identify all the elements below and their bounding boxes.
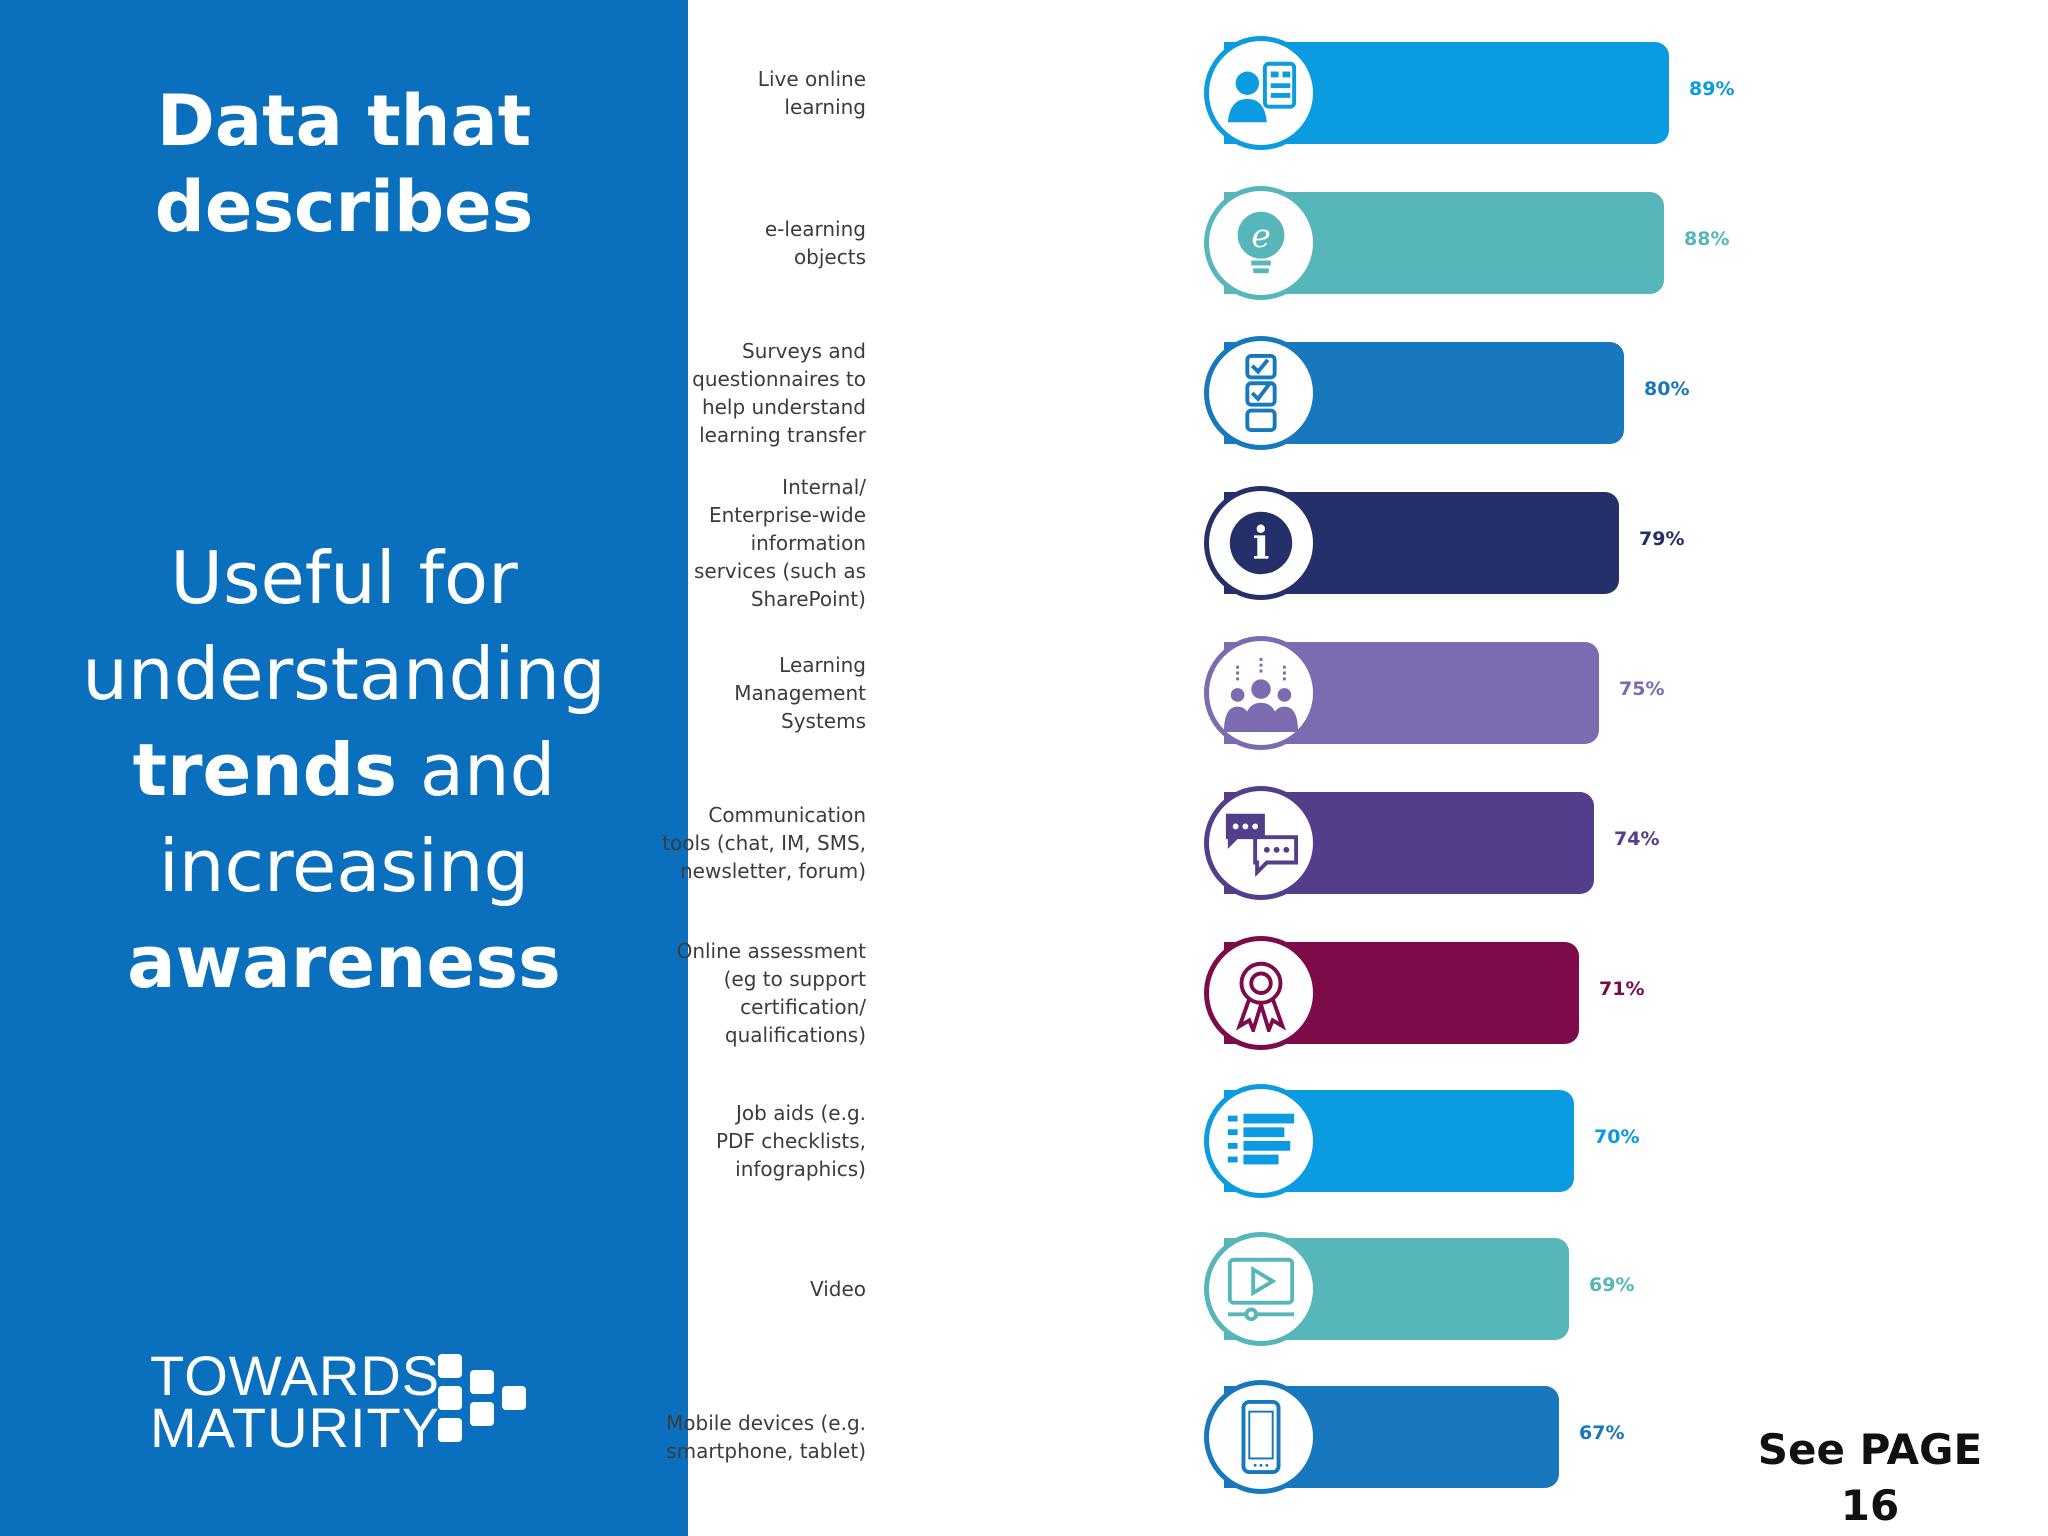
panel-heading: Data that describes — [0, 78, 688, 250]
award-rosette-icon — [1204, 936, 1318, 1050]
panel-body-line: trends and — [0, 722, 688, 818]
emphasis-text: trends — [132, 728, 398, 812]
brand-wordmark: TOWARDS MATURITY — [150, 1344, 441, 1459]
value-label: 80% — [1644, 378, 1690, 400]
bar-row: Online assessment (eg to support certifi… — [677, 936, 2048, 1050]
category-label: Communication tools (chat, IM, SMS, news… — [662, 803, 866, 883]
video-play-icon — [1204, 1232, 1318, 1346]
page-reference: See PAGE 16 — [1740, 1422, 2000, 1534]
value-label: 69% — [1589, 1274, 1635, 1296]
panel-body-line: understanding — [82, 632, 606, 716]
people-group-icon — [1204, 636, 1318, 750]
panel-body-text: Useful for understanding trends and incr… — [0, 530, 688, 1010]
bar-row: Communication tools (chat, IM, SMS, news… — [662, 786, 2048, 900]
category-label: Live online learning — [757, 67, 866, 119]
category-label: Surveys and questionnaires to help under… — [692, 339, 866, 447]
bar-row: e-learning objects e 88% — [688, 186, 2048, 300]
panel-heading-line: describes — [154, 166, 534, 248]
brand-line: MATURITY — [150, 1396, 441, 1459]
e-learning-bulb-icon: e — [1204, 186, 1318, 300]
mobile-phone-icon — [1204, 1380, 1318, 1494]
panel-body-line: awareness — [127, 920, 561, 1004]
left-panel: Data that describes Useful for understan… — [0, 0, 688, 1536]
value-label: 88% — [1684, 228, 1730, 250]
bar-row: Learning Management Systems 75% — [688, 636, 2048, 750]
value-label: 67% — [1579, 1422, 1625, 1444]
value-label: 74% — [1614, 828, 1660, 850]
page-reference-line: See PAGE — [1757, 1425, 1983, 1474]
category-label: Online assessment (eg to support certifi… — [676, 939, 866, 1047]
job-aid-list-icon — [1204, 1084, 1318, 1198]
chat-bubbles-icon — [1204, 786, 1318, 900]
bar-row: Live online learning 89% — [688, 36, 2048, 150]
brand-logo: TOWARDS MATURITY — [150, 1344, 550, 1460]
brand-mark-icon — [438, 1354, 534, 1454]
category-label: Mobile devices (e.g. smartphone, tablet) — [666, 1411, 866, 1463]
checklist-icon — [1204, 336, 1318, 450]
bar-row: Job aids (e.g. PDF checklists, infograph… — [688, 1084, 2048, 1198]
category-label: Video — [809, 1277, 866, 1301]
info-icon: i — [1204, 486, 1318, 600]
bar-row: Mobile devices (e.g. smartphone, tablet)… — [666, 1380, 2048, 1494]
svg-text:i: i — [1252, 517, 1269, 570]
body-text: and — [397, 728, 556, 812]
panel-body-line: increasing — [158, 824, 530, 908]
category-label: Learning Management Systems — [734, 653, 866, 733]
value-label: 70% — [1594, 1126, 1640, 1148]
panel-body-line: Useful for — [170, 536, 518, 620]
live-online-learning-icon — [1204, 36, 1318, 150]
bar-row: Internal/ Enterprise-wide information se… — [688, 475, 2048, 611]
value-label: 75% — [1619, 678, 1665, 700]
bar-row: Video 69% — [688, 1232, 2048, 1346]
value-label: 89% — [1689, 78, 1735, 100]
value-label: 71% — [1599, 978, 1645, 1000]
value-label: 79% — [1639, 528, 1685, 550]
panel-heading-line: Data that — [156, 80, 532, 162]
bar-row: Surveys and questionnaires to help under… — [688, 336, 2048, 450]
svg-text:e: e — [1251, 216, 1271, 255]
bar-chart: Live online learning 89% e-learning object… — [662, 0, 2048, 1536]
category-label: Job aids (e.g. PDF checklists, infograph… — [715, 1101, 866, 1181]
category-label: Internal/ Enterprise-wide information se… — [693, 475, 866, 611]
brand-line: TOWARDS — [150, 1344, 441, 1407]
page-reference-line: 16 — [1840, 1481, 1900, 1530]
category-label: e-learning objects — [764, 217, 866, 269]
